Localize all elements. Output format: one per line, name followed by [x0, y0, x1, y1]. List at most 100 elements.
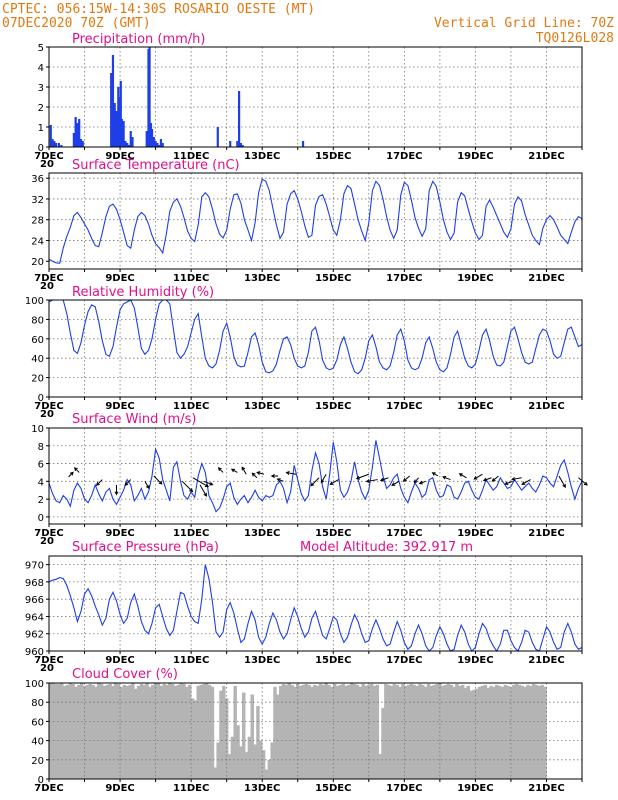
temp-series-line: [48, 178, 583, 264]
cloud-bar: [227, 754, 232, 779]
wind-vector-arrow: [114, 484, 119, 496]
cloud-bar: [364, 685, 368, 779]
cloud-bar: [142, 684, 146, 779]
cloud-bar: [284, 684, 289, 779]
precip-bar: [118, 97, 121, 147]
cloud-bar: [338, 684, 343, 779]
cloud-ytick-label: 60: [31, 717, 44, 728]
wind-vector-arrow: [558, 475, 566, 488]
cloud-bar: [293, 686, 297, 779]
pressure-xtick-label: 7DEC: [34, 655, 63, 666]
pressure-ytick-label: 966: [25, 595, 44, 606]
cloud-bar: [486, 687, 490, 779]
wind-vector-arrow: [521, 479, 531, 485]
precip-bar: [241, 145, 244, 147]
cloud-bar: [239, 746, 243, 779]
precip-bar: [154, 141, 157, 147]
cloud-bar: [335, 685, 340, 779]
cloud-bar: [79, 683, 84, 779]
wind-vector-arrow: [391, 480, 400, 486]
cloud-bar: [318, 683, 323, 779]
cloud-bar: [185, 686, 189, 779]
precip-xtick-label: 13DEC: [244, 151, 280, 162]
pressure-series-line: [48, 564, 583, 653]
cloud-ytick-label: 40: [31, 737, 44, 748]
precip-ytick-label: 2: [38, 103, 44, 114]
wind-vector-arrow: [310, 477, 320, 487]
temp-ytick-label: 20: [31, 257, 44, 268]
temp-xtick-label: 21DEC: [528, 273, 564, 284]
cloud-bar: [264, 769, 269, 779]
wind-ytick-label: 8: [38, 442, 44, 453]
wind-vector-arrow: [251, 472, 258, 479]
cloud-bar: [321, 684, 326, 779]
cloud-bar: [330, 686, 334, 779]
cloud-bar: [270, 742, 274, 779]
wind-frame: [48, 427, 583, 525]
cloud-bar: [500, 686, 505, 779]
cloud-bar: [489, 685, 493, 779]
precip-bar: [156, 143, 159, 147]
cloud-bar: [119, 686, 124, 779]
rh-xtick-label: 9DEC: [105, 401, 134, 412]
cloud-bar: [361, 683, 365, 779]
wind-vector-arrow: [270, 474, 279, 478]
wind-vector-arrow: [413, 477, 419, 484]
cloud-bar: [244, 752, 249, 779]
cloud-bar: [207, 684, 212, 779]
temperature-title: Surface Temperature (nC): [72, 158, 240, 173]
wind-vector-arrow: [473, 473, 483, 480]
cloud-bar: [77, 684, 81, 779]
wind-vector-arrow: [285, 471, 297, 475]
pressure-xtick-label: 15DEC: [315, 655, 351, 666]
cloud-bar: [62, 685, 67, 779]
cloud-bar: [276, 694, 280, 779]
precip-bar: [122, 121, 125, 147]
temp-xtick-label: 17DEC: [386, 273, 422, 284]
cloud-bar: [241, 692, 246, 779]
cloud-xtick-label: 19DEC: [457, 783, 493, 794]
cloud-bar: [176, 684, 181, 779]
pressure-ytick-label: 964: [25, 612, 44, 623]
cloud-ytick-label: 80: [31, 698, 44, 709]
precip-xtick-label: 11DEC: [173, 151, 209, 162]
pressure-ytick-label: 970: [25, 561, 44, 572]
cloud-bar: [537, 685, 542, 779]
precip-xtick-label: 17DEC: [386, 151, 422, 162]
cloud-bar: [202, 683, 206, 779]
precipitation-panel: 0 1 2 3 4 5 7DEC 9DEC 11DEC 13DEC 15DEC 17DEC 19DEC 2…: [34, 32, 583, 170]
precip-bar: [239, 143, 242, 147]
pressure-title: Surface Pressure (hPa): [72, 540, 219, 555]
cloud-bar: [429, 685, 434, 779]
wind-vector-arrow: [276, 478, 284, 482]
precip-bar: [236, 141, 239, 147]
precip-xtick-label: 9DEC: [105, 151, 134, 162]
wind-vector-arrow: [482, 477, 492, 482]
cloud-bar: [216, 742, 220, 779]
pressure-ytick-label: 960: [25, 647, 44, 658]
cloud-bar: [224, 698, 229, 779]
cloud-bar: [133, 688, 138, 779]
precip-ytick-label: 3: [38, 83, 44, 94]
precip-bar: [110, 73, 113, 147]
temp-xtick-label: 9DEC: [105, 273, 134, 284]
cloud-bar: [97, 683, 101, 779]
cloud-bar: [128, 684, 132, 779]
cloud-bar: [122, 684, 127, 779]
cloud-bar: [219, 690, 223, 779]
cloud-bar: [253, 744, 257, 779]
cloud-bar: [148, 686, 152, 779]
cloud-bar: [88, 683, 92, 779]
cloud-bar: [91, 684, 95, 779]
cloud-bar: [503, 684, 507, 779]
cloud-bar: [193, 700, 198, 779]
precip-bar: [49, 125, 52, 147]
cloud-bar: [384, 683, 388, 779]
cloud-bar: [267, 759, 272, 779]
cloud-bar: [469, 690, 473, 779]
precip-bar: [76, 123, 79, 147]
wind-vector-arrow: [95, 479, 103, 486]
precip-xtick-label: 19DEC: [457, 151, 493, 162]
cloud-bar: [355, 684, 360, 779]
